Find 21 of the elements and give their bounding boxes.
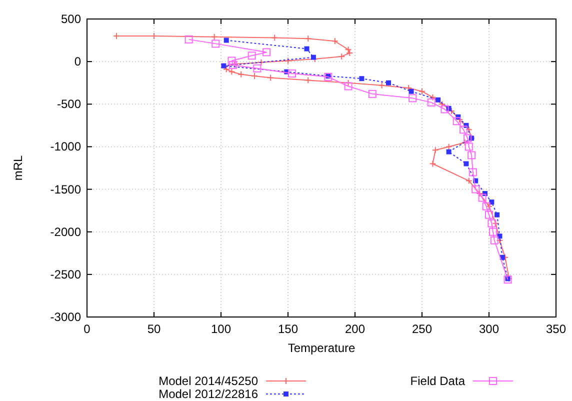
x-tick-label: 300 bbox=[478, 322, 500, 336]
legend-label: Field Data bbox=[410, 374, 466, 388]
y-tick-label: -1000 bbox=[50, 140, 82, 154]
legend-label: Model 2014/45250 bbox=[158, 374, 258, 388]
x-axis-title: Temperature bbox=[288, 341, 356, 355]
y-tick-label: -2000 bbox=[50, 224, 82, 239]
x-tick-label: 250 bbox=[412, 322, 432, 336]
y-tick-label: 0 bbox=[74, 54, 82, 69]
y-tick-label: -500 bbox=[56, 97, 82, 112]
y-tick-label: -3000 bbox=[50, 310, 82, 324]
legend-label: Model 2012/22816 bbox=[158, 387, 258, 401]
x-tick-label: 50 bbox=[147, 322, 161, 336]
y-axis-title: mRL bbox=[11, 155, 25, 181]
x-tick-label: 150 bbox=[278, 322, 298, 336]
y-tick-label: -2500 bbox=[50, 267, 82, 282]
x-tick-label: 350 bbox=[546, 322, 566, 336]
x-tick-label: 200 bbox=[344, 322, 366, 336]
x-tick-label: 100 bbox=[210, 322, 232, 336]
y-tick-label: -1500 bbox=[50, 182, 82, 196]
x-tick-label: 0 bbox=[84, 322, 91, 336]
y-tick-label: 500 bbox=[60, 12, 82, 26]
